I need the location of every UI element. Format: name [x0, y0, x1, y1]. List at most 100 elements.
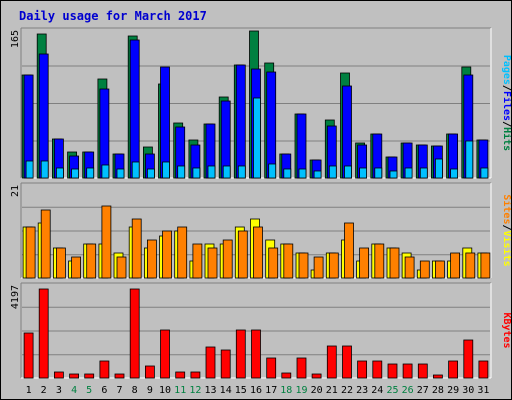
bar-sites-day-5	[86, 243, 97, 279]
bar-sites-day-24	[374, 243, 385, 279]
bar-pages-day-10	[162, 161, 170, 179]
bar-files-day-10	[160, 66, 170, 179]
bar-kbytes-day-2	[38, 288, 49, 379]
bar-kbytes-day-17	[266, 357, 277, 379]
x-tick-label-day-24: 24	[371, 385, 383, 396]
legend-entry-Files: Files	[501, 91, 511, 121]
x-tick-label-day-19: 19	[295, 385, 307, 396]
bar-kbytes-day-24	[372, 360, 383, 379]
bar-kbytes-day-9	[144, 365, 155, 379]
bar-sites-day-3	[56, 247, 66, 279]
bar-kbytes-day-29	[448, 360, 459, 379]
bar-kbytes-day-7	[114, 373, 125, 379]
bar-sites-day-4	[71, 256, 81, 279]
bar-kbytes-day-18	[281, 372, 292, 379]
y-max-label: 21	[10, 185, 21, 197]
legend-entry-Hits: Hits	[501, 127, 511, 151]
x-tick-label-day-31: 31	[477, 385, 489, 396]
bar-kbytes-day-6	[99, 360, 110, 379]
chart-title: Daily usage for March 2017	[19, 9, 207, 23]
x-tick-label-day-13: 13	[204, 385, 216, 396]
bar-files-day-2	[38, 53, 49, 179]
x-tick-label-day-26: 26	[402, 385, 414, 396]
bar-sites-day-10	[162, 230, 172, 279]
bar-kbytes-day-25	[387, 363, 398, 379]
legend-entry-Sites: Sites	[501, 194, 511, 224]
panel-legend: KBytes	[501, 312, 511, 348]
bar-files-day-22	[342, 85, 352, 179]
panel-legend: Sites/Visits	[501, 194, 511, 266]
bar-pages-day-4	[71, 168, 79, 179]
bar-pages-day-14	[222, 165, 231, 179]
x-tick-label-day-21: 21	[326, 385, 338, 396]
x-tick-label-day-27: 27	[417, 385, 429, 396]
bar-pages-day-24	[374, 167, 383, 179]
bar-sites-day-30	[465, 252, 476, 279]
bar-kbytes-day-15	[235, 329, 246, 379]
bar-sites-day-21	[328, 252, 339, 279]
x-tick-label-day-28: 28	[432, 385, 444, 396]
bar-kbytes-day-12	[190, 371, 201, 379]
legend-entry-Pages: Pages	[501, 55, 511, 85]
bar-sites-day-28	[434, 260, 445, 279]
x-tick-label-day-10: 10	[159, 385, 171, 396]
bar-pages-day-17	[268, 163, 277, 179]
bar-pages-day-11	[177, 165, 186, 179]
legend-entry-Visits: Visits	[501, 231, 511, 267]
bar-pages-day-16	[253, 97, 261, 179]
legend-entry-: /	[501, 224, 511, 230]
bar-pages-day-9	[146, 168, 155, 179]
x-tick-label-day-9: 9	[147, 385, 153, 396]
bar-sites-day-25	[389, 247, 400, 279]
x-tick-label-day-8: 8	[132, 385, 138, 396]
bar-pages-day-1	[25, 160, 34, 179]
bar-pages-day-6	[101, 164, 110, 179]
bar-pages-day-3	[56, 167, 64, 179]
x-tick-label-day-15: 15	[235, 385, 247, 396]
bar-sites-day-26	[404, 256, 415, 279]
bar-kbytes-day-8	[129, 288, 140, 379]
bar-kbytes-day-14	[220, 349, 231, 379]
bar-pages-day-8	[131, 161, 140, 179]
bar-kbytes-day-11	[175, 371, 186, 379]
bar-sites-day-9	[146, 239, 157, 279]
x-tick-label-day-14: 14	[220, 385, 232, 396]
bar-sites-day-8	[131, 218, 142, 279]
bar-pages-day-20	[313, 170, 322, 179]
bar-sites-day-15	[237, 230, 248, 279]
bar-kbytes-day-4	[69, 373, 79, 379]
bar-kbytes-day-5	[84, 373, 95, 379]
bar-pages-day-26	[404, 167, 413, 179]
x-tick-label-day-5: 5	[86, 385, 92, 396]
legend-entry-: /	[501, 121, 511, 127]
bar-sites-day-11	[177, 226, 188, 279]
bar-kbytes-day-3	[54, 371, 64, 379]
bar-sites-day-2	[40, 209, 51, 279]
bar-sites-day-1	[25, 226, 36, 279]
bar-kbytes-day-31	[478, 360, 489, 379]
bar-pages-day-30	[465, 140, 474, 179]
bar-kbytes-day-26	[402, 363, 413, 379]
bar-pages-day-12	[192, 167, 201, 179]
x-tick-label-day-17: 17	[265, 385, 277, 396]
bar-sites-day-16	[253, 226, 263, 279]
x-tick-label-day-16: 16	[250, 385, 262, 396]
x-tick-label-day-2: 2	[41, 385, 47, 396]
bar-kbytes-day-22	[342, 345, 352, 379]
legend-entry-KBytes: KBytes	[501, 312, 511, 348]
bar-files-day-17	[266, 71, 277, 179]
bar-kbytes-day-27	[417, 363, 428, 379]
bar-kbytes-day-13	[205, 346, 216, 379]
x-tick-label-day-25: 25	[386, 385, 398, 396]
legend-entry-: /	[501, 85, 511, 91]
bar-kbytes-day-1	[23, 332, 34, 379]
bar-sites-day-13	[207, 247, 218, 279]
x-tick-label-day-20: 20	[311, 385, 323, 396]
panel-legend: Pages/Files/Hits	[501, 55, 511, 151]
bar-kbytes-day-28	[432, 374, 443, 379]
bar-pages-day-7	[116, 168, 125, 179]
bar-sites-day-27	[419, 260, 430, 279]
x-tick-label-day-6: 6	[101, 385, 107, 396]
